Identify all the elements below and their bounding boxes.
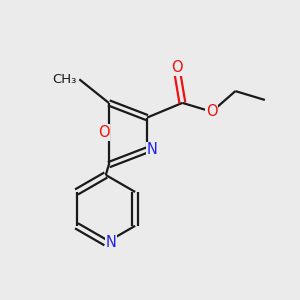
- Text: O: O: [98, 125, 109, 140]
- Text: N: N: [106, 235, 117, 250]
- Text: CH₃: CH₃: [52, 73, 76, 86]
- Text: O: O: [171, 60, 182, 75]
- Text: N: N: [147, 142, 158, 158]
- Text: O: O: [206, 104, 218, 119]
